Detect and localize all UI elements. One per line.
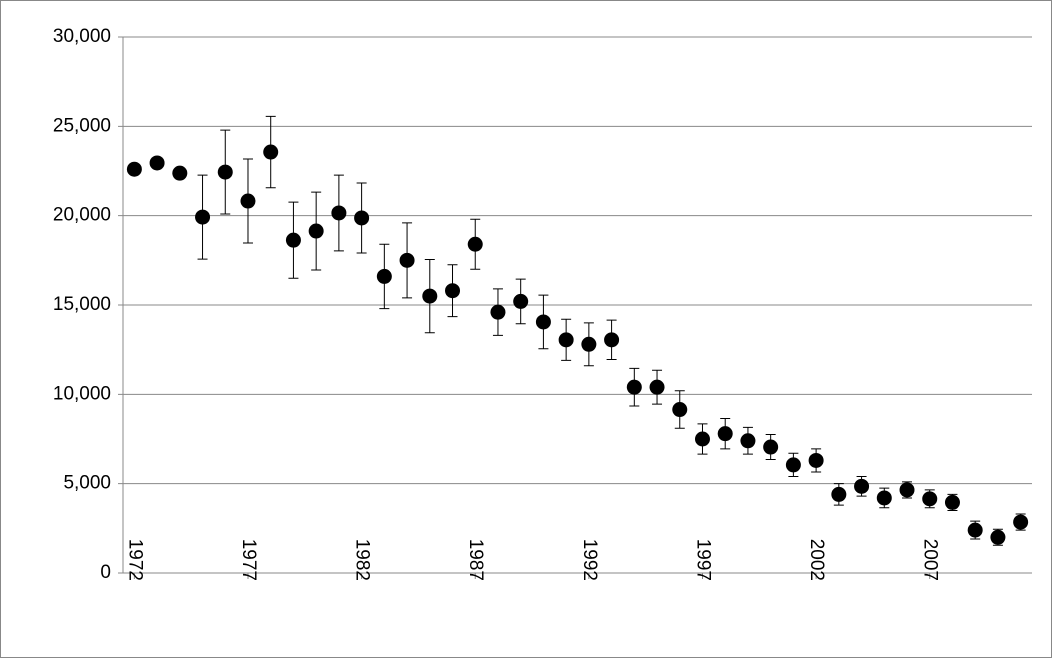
y-tick-label: 30,000 xyxy=(53,26,111,47)
y-tick-label: 0 xyxy=(100,562,111,583)
point xyxy=(376,268,392,284)
point xyxy=(990,529,1006,545)
point xyxy=(285,232,301,248)
point xyxy=(331,205,347,221)
point xyxy=(149,155,165,171)
point xyxy=(785,457,801,473)
point xyxy=(899,482,915,498)
y-tick-label: 5,000 xyxy=(63,473,111,494)
point xyxy=(763,439,779,455)
point xyxy=(195,209,211,225)
x-tick-label: 1992 xyxy=(579,539,600,581)
point xyxy=(581,336,597,352)
x-tick-label: 1987 xyxy=(465,539,486,581)
point xyxy=(876,490,892,506)
point xyxy=(604,332,620,348)
point xyxy=(672,402,688,418)
point xyxy=(172,165,188,181)
point xyxy=(308,223,324,239)
point xyxy=(944,494,960,510)
point xyxy=(240,193,256,209)
x-tick-label: 1997 xyxy=(692,539,713,581)
point xyxy=(922,491,938,507)
y-tick-label: 15,000 xyxy=(53,294,111,315)
point xyxy=(490,304,506,320)
point xyxy=(445,283,461,299)
point xyxy=(831,486,847,502)
point xyxy=(740,433,756,449)
point xyxy=(717,426,733,442)
y-tick-label: 20,000 xyxy=(53,205,111,226)
point xyxy=(126,161,142,177)
point xyxy=(1013,514,1029,530)
point xyxy=(854,478,870,494)
point xyxy=(422,288,438,304)
y-tick-label: 10,000 xyxy=(53,383,111,404)
x-tick-label: 1977 xyxy=(238,539,259,581)
point xyxy=(558,332,574,348)
x-tick-label: 2007 xyxy=(920,539,941,581)
y-tick-label: 25,000 xyxy=(53,115,111,136)
point xyxy=(535,314,551,330)
point xyxy=(263,144,279,160)
point xyxy=(626,379,642,395)
point xyxy=(649,379,665,395)
point xyxy=(808,452,824,468)
point xyxy=(399,252,415,268)
point xyxy=(694,431,710,447)
point xyxy=(967,522,983,538)
x-tick-label: 2002 xyxy=(806,539,827,581)
x-tick-label: 1982 xyxy=(352,539,373,581)
point xyxy=(513,293,529,309)
point xyxy=(217,164,233,180)
point xyxy=(467,236,483,252)
point xyxy=(354,210,370,226)
x-tick-label: 1972 xyxy=(124,539,145,581)
